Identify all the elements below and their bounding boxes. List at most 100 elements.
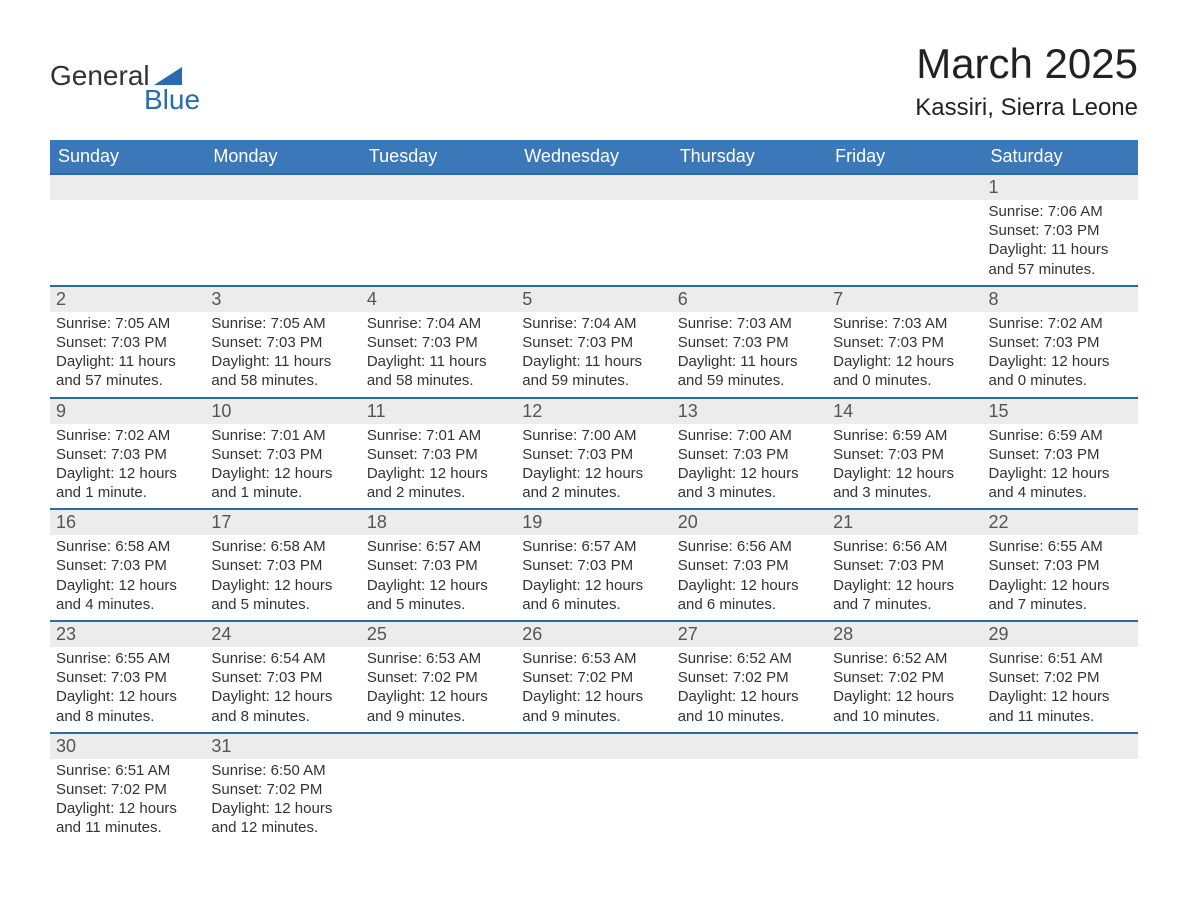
sunset-value: 7:03 PM [577, 334, 633, 351]
sunset-value: 7:03 PM [111, 557, 167, 574]
sunrise-value: 6:53 AM [581, 650, 636, 667]
day-header: Sunday [50, 140, 205, 174]
daylight-line: Daylight: 12 hours and 1 minute. [211, 464, 354, 502]
day-number-cell [672, 733, 827, 759]
day-header: Friday [827, 140, 982, 174]
week-daynum-row: 1 [50, 174, 1138, 200]
sunset-label: Sunset: [56, 334, 111, 351]
sunrise-value: 6:57 AM [581, 538, 636, 555]
daylight-line: Daylight: 12 hours and 9 minutes. [522, 687, 665, 725]
day-number-cell: 29 [983, 621, 1138, 647]
daylight-line: Daylight: 12 hours and 10 minutes. [678, 687, 821, 725]
sunset-label: Sunset: [678, 334, 733, 351]
sunrise-label: Sunrise: [989, 650, 1048, 667]
day-content-cell [516, 200, 671, 286]
day-number: 16 [56, 512, 76, 532]
sunset-label: Sunset: [833, 446, 888, 463]
day-number-cell: 17 [205, 509, 360, 535]
week-content-row: Sunrise: 6:58 AMSunset: 7:03 PMDaylight:… [50, 535, 1138, 621]
sunrise-line: Sunrise: 7:02 AM [989, 314, 1132, 333]
day-content-cell: Sunrise: 7:04 AMSunset: 7:03 PMDaylight:… [361, 312, 516, 398]
day-number-cell: 15 [983, 398, 1138, 424]
daylight-label: Daylight: [56, 688, 119, 705]
sunrise-value: 7:04 AM [581, 315, 636, 332]
daylight-line: Daylight: 12 hours and 11 minutes. [56, 799, 199, 837]
sunset-value: 7:03 PM [111, 334, 167, 351]
sunset-line: Sunset: 7:03 PM [522, 445, 665, 464]
sunrise-value: 7:05 AM [271, 315, 326, 332]
sunrise-line: Sunrise: 6:58 AM [211, 537, 354, 556]
day-number-cell [50, 174, 205, 200]
sunrise-value: 6:51 AM [1048, 650, 1103, 667]
day-number-cell: 4 [361, 286, 516, 312]
sunset-value: 7:03 PM [888, 446, 944, 463]
day-header: Tuesday [361, 140, 516, 174]
day-number: 18 [367, 512, 387, 532]
day-content-cell [50, 200, 205, 286]
sunrise-label: Sunrise: [678, 427, 737, 444]
sunrise-line: Sunrise: 6:59 AM [989, 426, 1132, 445]
week-content-row: Sunrise: 6:51 AMSunset: 7:02 PMDaylight:… [50, 759, 1138, 844]
day-number-cell [827, 733, 982, 759]
sunset-line: Sunset: 7:03 PM [989, 221, 1132, 240]
sunset-value: 7:02 PM [577, 669, 633, 686]
day-content-cell: Sunrise: 6:57 AMSunset: 7:03 PMDaylight:… [361, 535, 516, 621]
sunrise-label: Sunrise: [211, 427, 270, 444]
day-content-cell: Sunrise: 6:51 AMSunset: 7:02 PMDaylight:… [50, 759, 205, 844]
daylight-line: Daylight: 12 hours and 10 minutes. [833, 687, 976, 725]
sunrise-label: Sunrise: [522, 315, 581, 332]
sunset-value: 7:02 PM [422, 669, 478, 686]
sunrise-line: Sunrise: 6:56 AM [833, 537, 976, 556]
week-daynum-row: 9101112131415 [50, 398, 1138, 424]
daylight-label: Daylight: [522, 465, 585, 482]
day-number-cell: 12 [516, 398, 671, 424]
sunset-value: 7:03 PM [888, 557, 944, 574]
day-number-cell [827, 174, 982, 200]
day-number: 4 [367, 289, 377, 309]
sunset-line: Sunset: 7:03 PM [833, 333, 976, 352]
daylight-label: Daylight: [678, 465, 741, 482]
sunrise-line: Sunrise: 6:56 AM [678, 537, 821, 556]
sunset-line: Sunset: 7:02 PM [56, 780, 199, 799]
day-content-cell: Sunrise: 6:53 AMSunset: 7:02 PMDaylight:… [361, 647, 516, 733]
sunrise-line: Sunrise: 6:52 AM [678, 649, 821, 668]
sunrise-value: 6:53 AM [426, 650, 481, 667]
daylight-line: Daylight: 12 hours and 4 minutes. [56, 576, 199, 614]
daylight-line: Daylight: 12 hours and 5 minutes. [367, 576, 510, 614]
daylight-label: Daylight: [833, 353, 896, 370]
daylight-line: Daylight: 12 hours and 5 minutes. [211, 576, 354, 614]
day-content-cell: Sunrise: 6:58 AMSunset: 7:03 PMDaylight:… [50, 535, 205, 621]
day-number: 25 [367, 624, 387, 644]
day-number-cell: 13 [672, 398, 827, 424]
day-content-cell: Sunrise: 7:00 AMSunset: 7:03 PMDaylight:… [516, 424, 671, 510]
sunrise-line: Sunrise: 6:59 AM [833, 426, 976, 445]
sunrise-label: Sunrise: [833, 538, 892, 555]
day-content-cell: Sunrise: 7:03 AMSunset: 7:03 PMDaylight:… [672, 312, 827, 398]
sunset-label: Sunset: [522, 669, 577, 686]
daylight-line: Daylight: 12 hours and 1 minute. [56, 464, 199, 502]
day-number: 29 [989, 624, 1009, 644]
day-number-cell: 8 [983, 286, 1138, 312]
sunrise-line: Sunrise: 7:02 AM [56, 426, 199, 445]
sunset-label: Sunset: [56, 446, 111, 463]
daylight-line: Daylight: 12 hours and 8 minutes. [56, 687, 199, 725]
sunrise-line: Sunrise: 7:04 AM [522, 314, 665, 333]
sunrise-value: 7:00 AM [581, 427, 636, 444]
sunset-line: Sunset: 7:03 PM [56, 556, 199, 575]
day-number-cell: 20 [672, 509, 827, 535]
day-number-cell [361, 174, 516, 200]
sunrise-value: 6:54 AM [271, 650, 326, 667]
sunset-label: Sunset: [833, 334, 888, 351]
sunset-label: Sunset: [833, 557, 888, 574]
sunset-line: Sunset: 7:03 PM [522, 556, 665, 575]
day-content-cell: Sunrise: 6:59 AMSunset: 7:03 PMDaylight:… [827, 424, 982, 510]
sunrise-label: Sunrise: [367, 427, 426, 444]
day-number: 3 [211, 289, 221, 309]
day-number: 2 [56, 289, 66, 309]
calendar-header-row: SundayMondayTuesdayWednesdayThursdayFrid… [50, 140, 1138, 174]
day-content-cell: Sunrise: 6:57 AMSunset: 7:03 PMDaylight:… [516, 535, 671, 621]
sunset-line: Sunset: 7:02 PM [833, 668, 976, 687]
sunrise-line: Sunrise: 7:05 AM [211, 314, 354, 333]
day-number-cell: 23 [50, 621, 205, 647]
sunrise-value: 6:59 AM [892, 427, 947, 444]
